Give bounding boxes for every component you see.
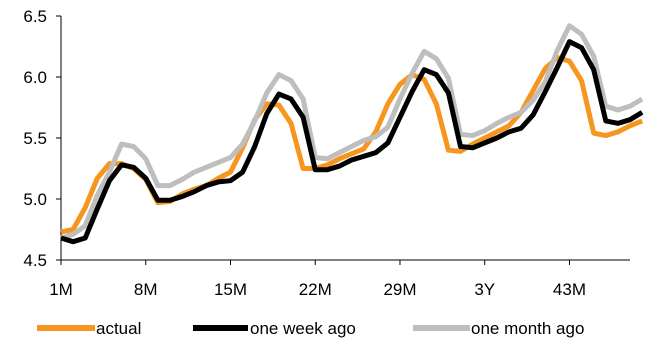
x-tick-label: 29M	[383, 280, 416, 299]
y-tick-label: 5.5	[23, 129, 47, 148]
x-tick-label: 1M	[49, 280, 73, 299]
x-tick-label: 22M	[299, 280, 332, 299]
y-tick-label: 4.5	[23, 251, 47, 270]
x-tick-label: 43M	[553, 280, 586, 299]
y-tick-label: 6.5	[23, 7, 47, 26]
y-tick-label: 6.0	[23, 68, 47, 87]
chart-axes	[56, 15, 630, 265]
legend-label-one-month-ago: one month ago	[471, 319, 584, 338]
x-tick-label: 8M	[134, 280, 158, 299]
chart-legend: actual one week ago one month ago	[37, 319, 584, 338]
x-tick-label: 3Y	[474, 280, 495, 299]
y-tick-label: 5.0	[23, 190, 47, 209]
series-line-one-week-ago	[60, 39, 644, 245]
legend-label-actual: actual	[96, 319, 141, 338]
legend-label-one-week-ago: one week ago	[250, 319, 356, 338]
chart-series	[60, 23, 644, 245]
chart-tick-labels: 4.5 5.0 5.5 6.0 6.5 1M 8M 15M 22M 29M 3Y 43M	[23, 7, 586, 299]
x-tick-label: 15M	[214, 280, 247, 299]
series-line-one-month-ago	[60, 23, 644, 241]
